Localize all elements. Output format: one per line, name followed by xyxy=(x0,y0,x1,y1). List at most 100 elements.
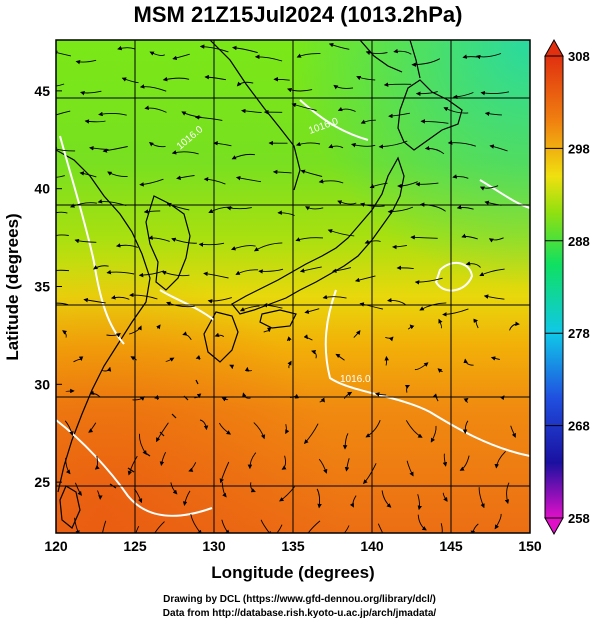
wind-streamline xyxy=(198,242,225,247)
wind-streamline xyxy=(129,292,158,300)
wind-streamline xyxy=(226,206,252,211)
wind-streamline xyxy=(65,388,75,394)
wind-streamline xyxy=(442,453,448,467)
wind-streamline xyxy=(430,425,437,443)
wind-streamline xyxy=(411,58,441,67)
wind-streamline xyxy=(171,150,199,155)
wind-streamline xyxy=(291,102,317,111)
wind-streamline xyxy=(156,324,161,330)
wind-streamline xyxy=(170,482,178,495)
wind-streamline xyxy=(343,525,350,533)
wind-streamline xyxy=(461,233,478,240)
wind-streamline xyxy=(344,458,350,472)
wind-streamline xyxy=(462,420,469,435)
colorbar: 308 298 288 278 268 258 xyxy=(544,38,590,536)
wind-streamline xyxy=(480,90,510,96)
wind-streamline xyxy=(405,420,423,438)
wind-streamline xyxy=(470,523,479,533)
wind-streamline xyxy=(311,350,317,359)
wind-streamline xyxy=(414,362,429,371)
graticule xyxy=(56,40,530,533)
wind-streamline xyxy=(295,237,324,242)
wind-streamline xyxy=(115,243,138,248)
wind-streamline xyxy=(143,209,161,214)
wind-streamline xyxy=(74,238,97,244)
wind-streamline xyxy=(356,76,376,81)
wind-streamline xyxy=(149,141,166,148)
wind-streamline xyxy=(473,318,479,329)
wind-streamline xyxy=(260,519,272,533)
wind-streamline xyxy=(365,50,388,56)
wind-streamline xyxy=(172,53,190,61)
wind-streamline xyxy=(424,145,445,155)
wind-streamline xyxy=(56,211,68,214)
wind-streamline xyxy=(75,59,97,65)
wind-streamline xyxy=(319,397,325,403)
wind-streamline xyxy=(377,523,384,533)
wind-streamline xyxy=(459,455,470,471)
wind-streamline xyxy=(56,302,69,306)
wind-streamline xyxy=(144,105,167,113)
wind-streamline xyxy=(232,45,258,54)
wind-streamline xyxy=(335,353,345,361)
wind-streamline xyxy=(276,524,283,533)
colorbar-tick-label: 268 xyxy=(568,419,590,434)
wind-streamline xyxy=(488,237,504,243)
wind-streamline xyxy=(97,490,103,500)
wind-streamline xyxy=(479,268,505,277)
wind-streamline xyxy=(332,267,352,273)
colorbar-tick-label: 278 xyxy=(568,326,590,341)
wind-streamline xyxy=(88,422,97,433)
wind-streamline xyxy=(221,519,230,533)
wind-streamline xyxy=(318,179,344,184)
wind-streamline xyxy=(316,488,322,509)
wind-streamline xyxy=(438,318,443,329)
wind-streamline xyxy=(387,206,414,214)
y-tick-label: 35 xyxy=(34,279,50,295)
wind-streamline xyxy=(129,325,142,335)
wind-streamline xyxy=(404,384,410,393)
wind-streamline xyxy=(437,368,443,373)
x-tick-label: 135 xyxy=(281,538,305,554)
wind-streamline xyxy=(221,482,227,498)
colorbar-bottom-triangle xyxy=(544,517,564,536)
wind-streamline xyxy=(258,268,284,274)
wind-streamline xyxy=(73,356,84,363)
wind-streamline xyxy=(229,364,235,369)
wind-streamline xyxy=(383,82,412,87)
wind-streamline xyxy=(176,175,195,180)
wind-streamline xyxy=(135,525,140,533)
wind-streamline xyxy=(396,265,414,271)
wind-streamline xyxy=(214,332,225,338)
wind-streamline xyxy=(327,229,355,237)
wind-streamline xyxy=(89,390,101,398)
wind-streamline xyxy=(362,463,377,485)
wind-streamline xyxy=(107,171,128,178)
wind-streamline xyxy=(171,237,197,244)
wind-streamline xyxy=(101,366,112,372)
colorbar-tick-label: 288 xyxy=(568,234,590,249)
wind-streamline xyxy=(207,297,232,304)
wind-streamline xyxy=(218,422,232,435)
wind-streamline xyxy=(494,450,506,469)
wind-streamline xyxy=(452,92,474,100)
wind-streamline xyxy=(296,53,321,58)
wind-streamline xyxy=(162,76,190,82)
wind-streamline xyxy=(475,53,502,60)
wind-streamline xyxy=(165,357,175,362)
wind-streamline xyxy=(374,392,387,397)
wind-streamline xyxy=(254,54,283,62)
wind-streamline xyxy=(244,366,253,372)
wind-streamline xyxy=(149,51,166,56)
wind-streamline xyxy=(442,308,469,317)
wind-streamline xyxy=(384,355,389,366)
wind-streamline xyxy=(303,334,313,341)
wind-streamline xyxy=(74,482,82,496)
colorbar-top-triangle xyxy=(544,38,564,57)
wind-streamline xyxy=(500,395,505,401)
x-tick-label: 125 xyxy=(123,538,147,554)
wind-streamline xyxy=(190,514,202,533)
wind-streamline xyxy=(80,90,102,96)
wind-streamline xyxy=(360,202,385,207)
y-tick-label: 25 xyxy=(34,474,50,490)
